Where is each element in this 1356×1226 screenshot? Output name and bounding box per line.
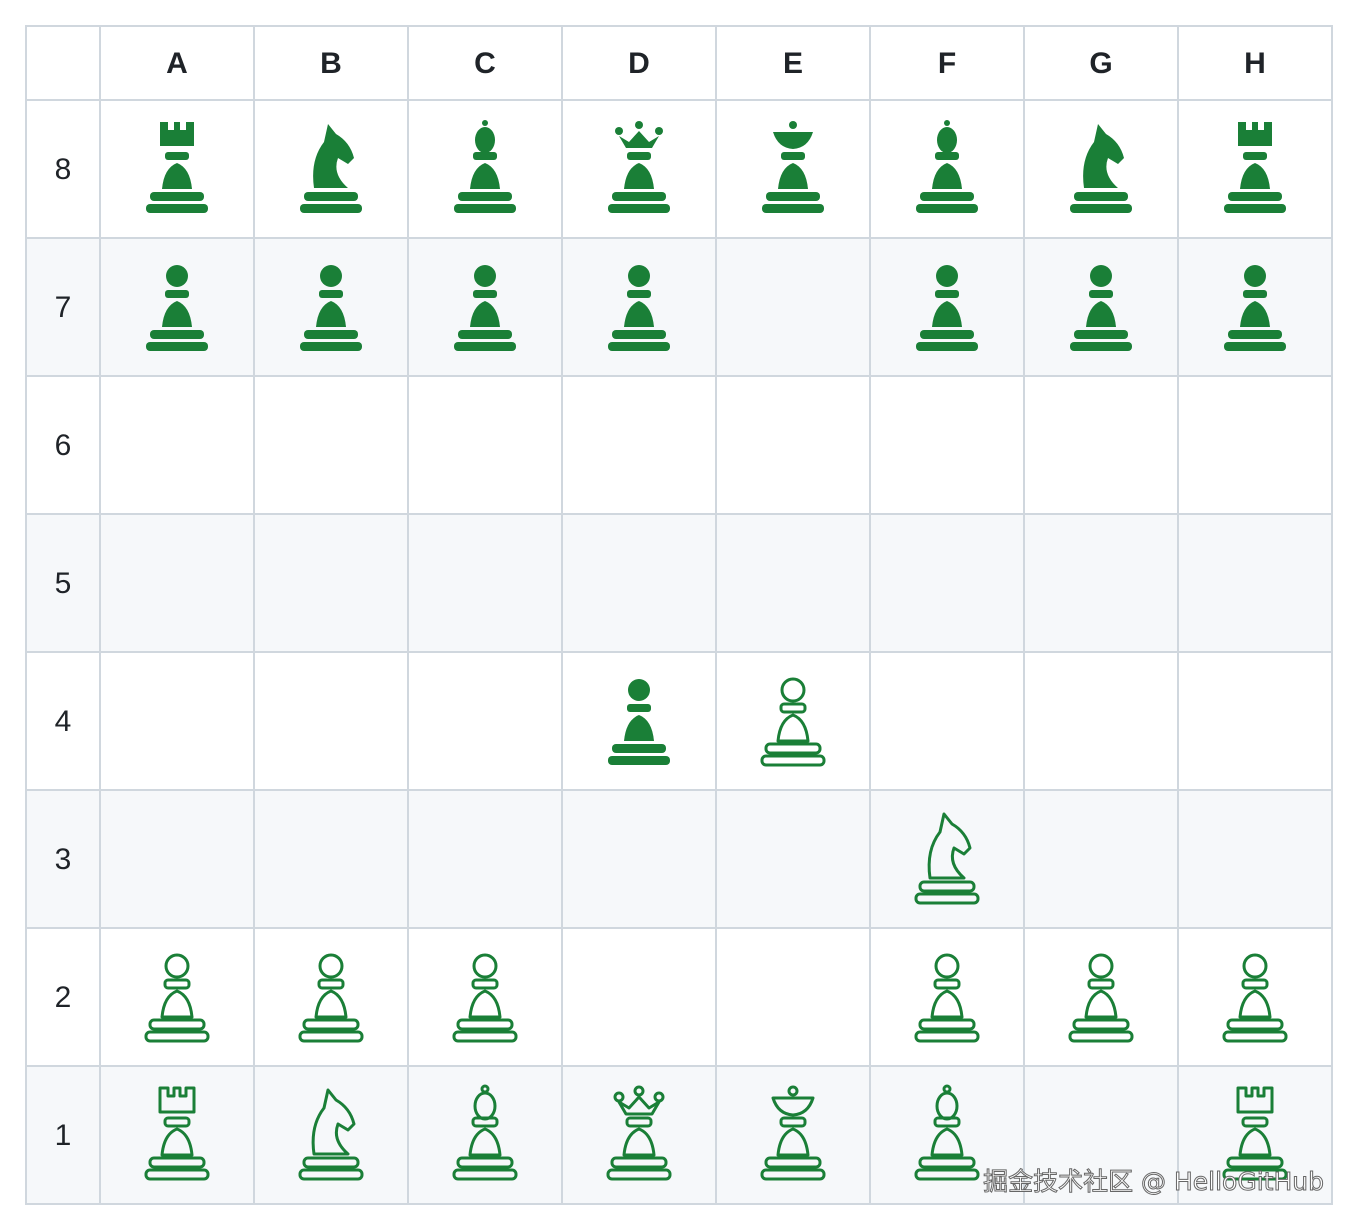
cell: [869, 513, 1025, 653]
rank-label: 6: [55, 429, 72, 462]
column-header: G: [1089, 47, 1112, 80]
cell: [1177, 927, 1333, 1067]
cell: [869, 375, 1025, 515]
cell: [1177, 651, 1333, 791]
cell: [715, 651, 871, 791]
header-cell: [253, 25, 409, 101]
column-header: H: [1244, 47, 1266, 80]
cell: [561, 375, 717, 515]
cell: [25, 237, 101, 377]
cell: [253, 1065, 409, 1205]
labels: A B C D E F G H 8 7 6 5 4 3 2 1: [55, 47, 1266, 1152]
cell: [561, 513, 717, 653]
cell: [1177, 513, 1333, 653]
cell: [869, 789, 1025, 929]
cell: [99, 927, 255, 1067]
rank-label: 1: [55, 1119, 72, 1152]
cell: [99, 513, 255, 653]
rank-label: 8: [55, 153, 72, 186]
cell: [1023, 1065, 1179, 1205]
cell: [1177, 375, 1333, 515]
grid: [25, 25, 1333, 1205]
cell: [715, 375, 871, 515]
column-header: E: [783, 47, 803, 80]
cell: [253, 513, 409, 653]
cell: [99, 651, 255, 791]
column-header: C: [474, 47, 496, 80]
cell: [1023, 789, 1179, 929]
cell: [869, 651, 1025, 791]
cell: [25, 927, 101, 1067]
watermark: 掘金技术社区 @ HelloGitHub: [983, 1167, 1324, 1196]
cell: [407, 651, 563, 791]
header-cell: [1177, 25, 1333, 101]
cell: [561, 789, 717, 929]
header-cell: [99, 25, 255, 101]
cell: [715, 789, 871, 929]
cell: [1023, 927, 1179, 1067]
cell: [561, 237, 717, 377]
cell: [715, 513, 871, 653]
cell: [25, 651, 101, 791]
cell: [407, 1065, 563, 1205]
rank-label: 2: [55, 981, 72, 1014]
column-header: D: [628, 47, 650, 80]
cell: [869, 927, 1025, 1067]
cell: [407, 789, 563, 929]
cell: [253, 651, 409, 791]
cell: [99, 375, 255, 515]
rank-label: 4: [55, 705, 72, 738]
column-header: A: [166, 47, 188, 80]
cell: [253, 927, 409, 1067]
cell: [407, 375, 563, 515]
cell: [253, 375, 409, 515]
cell: [715, 1065, 871, 1205]
cell: [25, 513, 101, 653]
cell: [1177, 789, 1333, 929]
header-cell: [25, 25, 101, 101]
cell: [1023, 651, 1179, 791]
cell: [99, 789, 255, 929]
rank-label: 3: [55, 843, 72, 876]
cell: [561, 1065, 717, 1205]
cell: [561, 927, 717, 1067]
column-header: F: [938, 47, 956, 80]
header-cell: [869, 25, 1025, 101]
cell: [869, 1065, 1025, 1205]
cell: [407, 513, 563, 653]
rank-label: 7: [55, 291, 72, 324]
cell: [253, 789, 409, 929]
cell: [715, 927, 871, 1067]
rank-label: 5: [55, 567, 72, 600]
cell: [1023, 513, 1179, 653]
column-header: B: [320, 47, 342, 80]
cell: [715, 237, 871, 377]
cell: [407, 927, 563, 1067]
header-cell: [407, 25, 563, 101]
cell: [1023, 375, 1179, 515]
